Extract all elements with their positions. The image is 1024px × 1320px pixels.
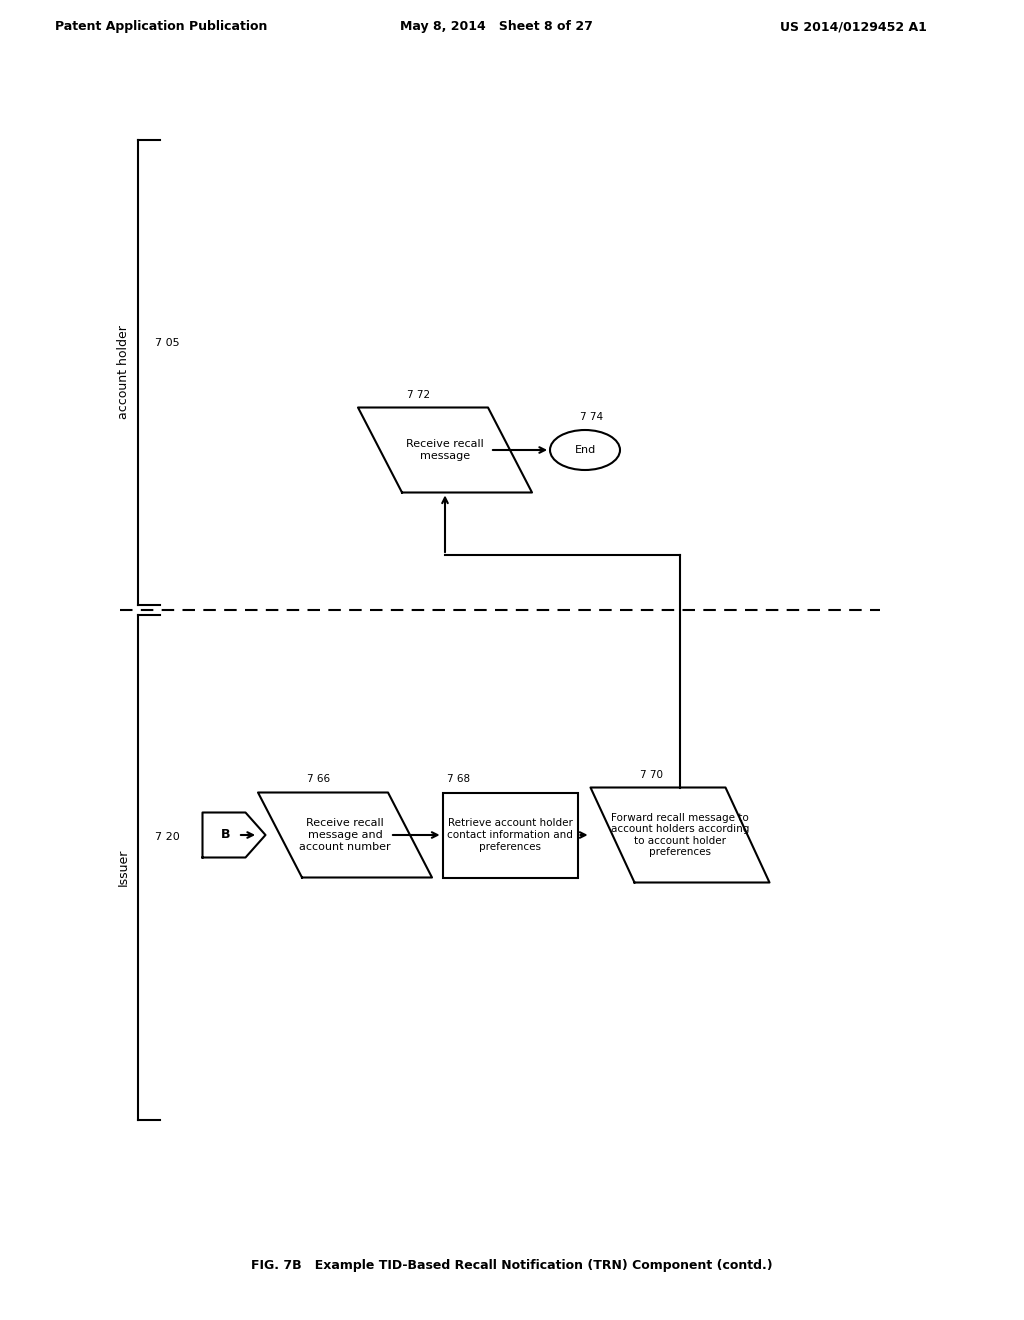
Text: Patent Application Publication: Patent Application Publication: [55, 20, 267, 33]
Text: May 8, 2014   Sheet 8 of 27: May 8, 2014 Sheet 8 of 27: [400, 20, 593, 33]
Text: 7 68: 7 68: [447, 775, 471, 784]
Text: Receive recall
message: Receive recall message: [407, 440, 484, 461]
Text: Issuer: Issuer: [117, 849, 130, 886]
Text: account holder: account holder: [117, 326, 130, 420]
Text: 7 72: 7 72: [407, 389, 430, 400]
Text: 7 74: 7 74: [580, 412, 603, 422]
Text: End: End: [574, 445, 596, 455]
Text: FIG. 7B   Example TID-Based Recall Notification (TRN) Component (contd.): FIG. 7B Example TID-Based Recall Notific…: [251, 1258, 773, 1271]
Text: 7 20: 7 20: [155, 833, 180, 842]
Bar: [442, 792, 578, 878]
Text: B: B: [221, 829, 230, 842]
Text: Receive recall
message and
account number: Receive recall message and account numbe…: [299, 818, 391, 851]
Text: Retrieve account holder
contact information and
preferences: Retrieve account holder contact informat…: [447, 818, 573, 851]
Text: US 2014/0129452 A1: US 2014/0129452 A1: [780, 20, 927, 33]
Text: 7 70: 7 70: [640, 770, 663, 780]
Text: 7 66: 7 66: [307, 775, 330, 784]
Text: Forward recall message to
account holders according
to account holder
preference: Forward recall message to account holder…: [610, 813, 750, 858]
Text: 7 05: 7 05: [155, 338, 179, 347]
